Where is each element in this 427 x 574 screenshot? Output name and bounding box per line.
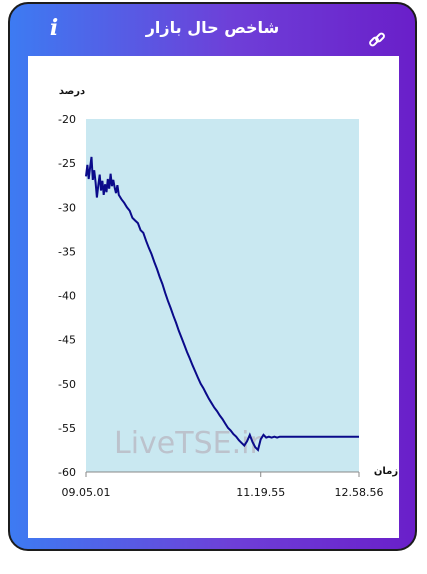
y-tick-label: -55: [58, 422, 76, 435]
y-tick-label: -60: [58, 466, 76, 479]
y-tick-label: -20: [58, 113, 76, 126]
y-tick-label: -35: [58, 245, 76, 258]
series-line: [85, 156, 359, 452]
plot-area-fill: [86, 119, 359, 472]
y-tick-label: -50: [58, 378, 76, 391]
x-tick-label: 09.05.01: [62, 486, 111, 499]
x-tick-label: 11.19.55: [236, 486, 285, 499]
y-tick-label: -45: [58, 334, 76, 347]
x-axis-label: زمان: [374, 466, 398, 477]
info-icon[interactable]: i: [49, 15, 59, 41]
page-title: شاخص حال بازار: [145, 18, 280, 37]
watermark: LiveTSE.ir: [114, 426, 262, 461]
y-axis-label: درصد: [59, 86, 85, 97]
chart: LiveTSE.ir -20 -25 -30 -35 -40 -45 -50 -55 -60 0…: [58, 86, 398, 499]
y-tick-label: -25: [58, 157, 76, 170]
header: i شاخص حال بازار: [10, 4, 415, 56]
chart-panel: LiveTSE.ir -20 -25 -30 -35 -40 -45 -50 -55 -60 0…: [28, 56, 399, 538]
y-tick-label: -40: [58, 290, 76, 303]
x-tick-label: 12.58.56: [335, 486, 384, 499]
link-icon[interactable]: [368, 31, 386, 49]
app-window: i شاخص حال بازار LiveTSE.ir -20 -25 -30 -35…: [8, 2, 417, 551]
y-tick-label: -30: [58, 201, 76, 214]
